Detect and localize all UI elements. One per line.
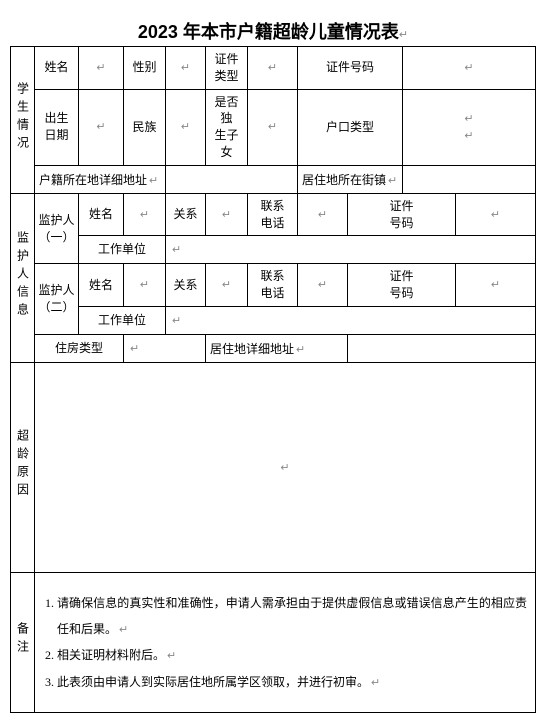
title-text: 2023 年本市户籍超龄儿童情况表: [138, 22, 399, 42]
g2-phone-label: 联系 电话: [248, 264, 298, 307]
val-liveaddr: [348, 334, 536, 362]
g2-work: ↵: [166, 306, 536, 334]
val-onlychild: ↵: [248, 89, 298, 165]
label-liveaddr: 居住地详细地址↵: [206, 334, 348, 362]
val-idtype: ↵: [248, 47, 298, 90]
section-notes: 备注: [11, 572, 35, 712]
guardian2-row-1: 监护人 （二） 姓名 ↵ 关系 ↵ 联系 电话 ↵ 证件 号码 ↵: [11, 264, 536, 307]
reason-row: 超龄原因 ↵: [11, 362, 536, 572]
g2-name: ↵: [124, 264, 166, 307]
label-idtype: 证件 类型: [206, 47, 248, 90]
val-regaddr: [166, 165, 298, 193]
g1-work-label: 工作单位: [79, 236, 166, 264]
g1-work: ↵: [166, 236, 536, 264]
notes-row: 备注 请确保信息的真实性和准确性，申请人需承担由于提供虚假信息或错误信息产生的相…: [11, 572, 536, 712]
label-onlychild: 是否独 生子女: [206, 89, 248, 165]
val-reason: ↵: [35, 362, 536, 572]
val-gender: ↵: [166, 47, 206, 90]
return-mark-icon: ↵: [399, 29, 408, 41]
g2-name-label: 姓名: [79, 264, 124, 307]
label-name: 姓名: [35, 47, 79, 90]
g1-idnum-label: 证件 号码: [348, 193, 456, 236]
g1-idnum: ↵: [456, 193, 536, 236]
note-item: 此表须由申请人到实际居住地所属学区领取，并进行初审。↵: [57, 669, 527, 695]
g2-work-label: 工作单位: [79, 306, 166, 334]
housing-row: 住房类型 ↵ 居住地详细地址↵: [11, 334, 536, 362]
guardian1-row-1: 监护人信息 监护人 （一） 姓名 ↵ 关系 ↵ 联系 电话 ↵ 证件 号码 ↵: [11, 193, 536, 236]
notes-list: 请确保信息的真实性和准确性，申请人需承担由于提供虚假信息或错误信息产生的相应责任…: [57, 590, 527, 696]
g2-relation-label: 关系: [166, 264, 206, 307]
g2-phone: ↵: [298, 264, 348, 307]
label-housetype: 住房类型: [35, 334, 124, 362]
label-regaddr: 户籍所在地详细地址↵: [35, 165, 166, 193]
student-row-3: 户籍所在地详细地址↵ 居住地所在街镇↵: [11, 165, 536, 193]
label-g1: 监护人 （一）: [35, 193, 79, 264]
student-row-1: 学生情况 姓名 ↵ 性别 ↵ 证件 类型 ↵ 证件号码 ↵: [11, 47, 536, 90]
guardian1-row-2: 工作单位 ↵: [11, 236, 536, 264]
label-idnum: 证件号码: [298, 47, 403, 90]
guardian2-row-2: 工作单位 ↵: [11, 306, 536, 334]
g1-relation: ↵: [206, 193, 248, 236]
section-reason: 超龄原因: [11, 362, 35, 572]
val-name: ↵: [79, 47, 124, 90]
val-hukou: ↵↵: [403, 89, 536, 165]
g2-relation: ↵: [206, 264, 248, 307]
val-birth: ↵: [79, 89, 124, 165]
val-idnum: ↵: [403, 47, 536, 90]
label-g2: 监护人 （二）: [35, 264, 79, 335]
note-item: 请确保信息的真实性和准确性，申请人需承担由于提供虚假信息或错误信息产生的相应责任…: [57, 590, 527, 643]
g1-phone-label: 联系 电话: [248, 193, 298, 236]
student-row-2: 出生 日期 ↵ 民族 ↵ 是否独 生子女 ↵ 户口类型 ↵↵: [11, 89, 536, 165]
label-ethnic: 民族: [124, 89, 166, 165]
g1-phone: ↵: [298, 193, 348, 236]
notes-content: 请确保信息的真实性和准确性，申请人需承担由于提供虚假信息或错误信息产生的相应责任…: [35, 572, 536, 712]
g1-name: ↵: [124, 193, 166, 236]
g1-name-label: 姓名: [79, 193, 124, 236]
g1-relation-label: 关系: [166, 193, 206, 236]
label-gender: 性别: [124, 47, 166, 90]
page-title: 2023 年本市户籍超龄儿童情况表↵: [10, 18, 536, 44]
note-item: 相关证明材料附后。↵: [57, 642, 527, 668]
section-student: 学生情况: [11, 47, 35, 194]
g2-idnum: ↵: [456, 264, 536, 307]
g2-idnum-label: 证件 号码: [348, 264, 456, 307]
val-ethnic: ↵: [166, 89, 206, 165]
label-hukou: 户口类型: [298, 89, 403, 165]
label-livejd: 居住地所在街镇↵: [298, 165, 403, 193]
form-table: 学生情况 姓名 ↵ 性别 ↵ 证件 类型 ↵ 证件号码 ↵ 出生 日期 ↵ 民族…: [10, 46, 536, 713]
section-guardian: 监护人信息: [11, 193, 35, 362]
val-livejd: [403, 165, 536, 193]
label-birth: 出生 日期: [35, 89, 79, 165]
idtype-text: 证件 类型: [214, 52, 238, 83]
val-housetype: ↵: [124, 334, 206, 362]
